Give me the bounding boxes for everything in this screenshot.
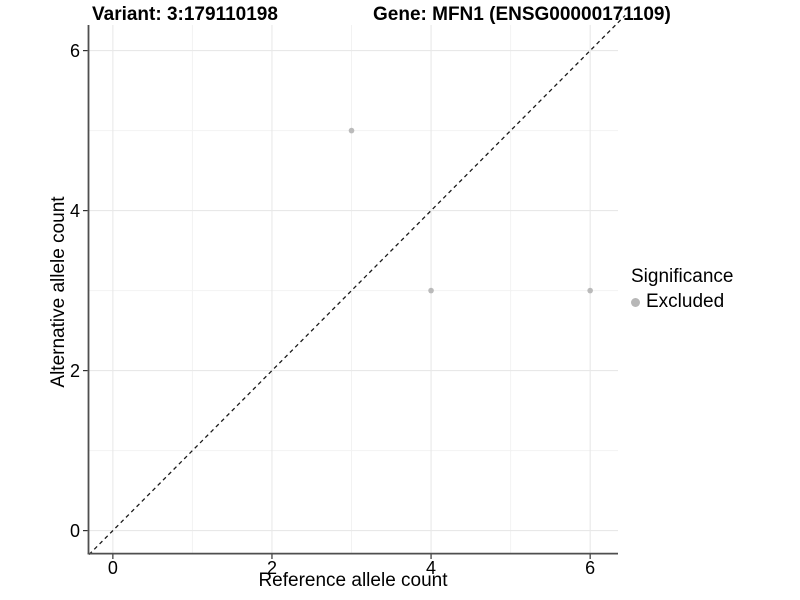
- legend-item-label: Excluded: [646, 291, 725, 312]
- y-tick-label: 2: [70, 361, 80, 381]
- legend: Significance Excluded: [631, 266, 733, 313]
- plot-title-variant: Variant: 3:179110198: [92, 4, 278, 25]
- identity-dashed-line: [88, 14, 626, 556]
- legend-item-excluded: Excluded: [631, 291, 733, 313]
- legend-title: Significance: [631, 266, 734, 287]
- x-tick-label: 6: [585, 558, 595, 578]
- x-tick-label: 4: [426, 558, 436, 578]
- y-tick-label: 0: [70, 521, 80, 541]
- y-tick-label: 4: [70, 201, 80, 221]
- data-point: [348, 127, 355, 134]
- plot-title-gene: Gene: MFN1 (ENSG00000171109): [373, 4, 671, 25]
- x-tick-label: 2: [267, 558, 277, 578]
- x-tick-label: 0: [108, 558, 118, 578]
- data-point: [587, 287, 593, 294]
- legend-key-dot-icon: [631, 297, 640, 307]
- y-tick-label: 6: [70, 41, 80, 61]
- x-axis-title: Reference allele count: [258, 570, 448, 591]
- data-point: [428, 287, 434, 294]
- y-axis-title: Alternative allele count: [48, 196, 69, 388]
